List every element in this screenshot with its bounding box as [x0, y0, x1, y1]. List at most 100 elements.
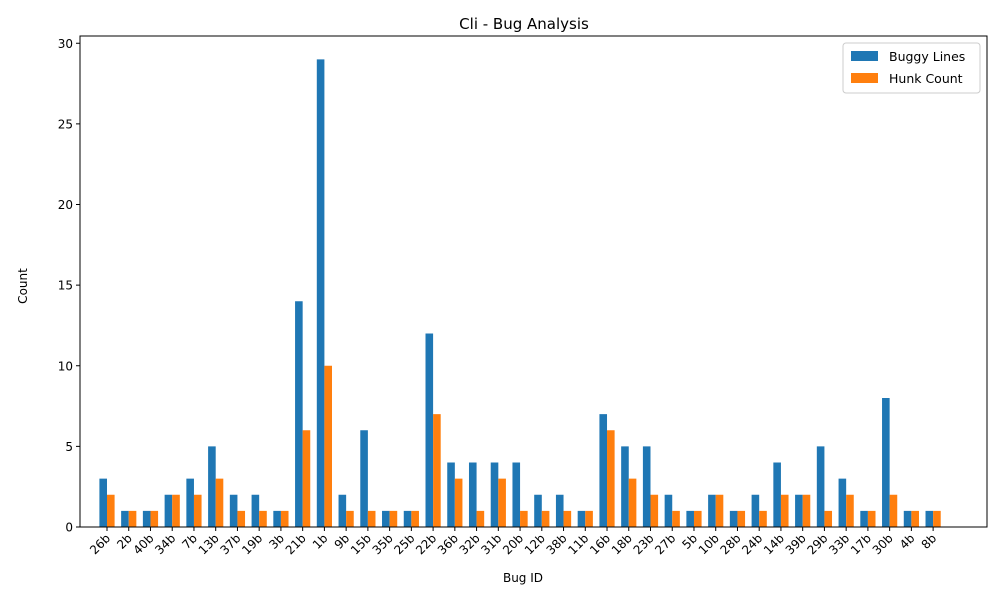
- bar-buggy-lines-7b: [186, 478, 194, 527]
- x-tick-label-33b: 33b: [826, 531, 852, 557]
- x-tick-label-8b: 8b: [919, 531, 940, 552]
- bar-buggy-lines-21b: [295, 301, 303, 527]
- bar-hunk-count-4b: [911, 510, 919, 527]
- x-tick-label-21b: 21b: [283, 531, 309, 557]
- x-tick-label-18b: 18b: [609, 531, 635, 557]
- bar-buggy-lines-13b: [208, 446, 216, 527]
- bar-buggy-lines-28b: [729, 510, 738, 527]
- bar-buggy-lines-29b: [816, 446, 825, 527]
- x-tick-label-34b: 34b: [152, 531, 178, 557]
- series-1-bars: [107, 365, 941, 527]
- bar-hunk-count-35b: [389, 510, 398, 527]
- y-tick-label: 0: [65, 521, 73, 535]
- bar-buggy-lines-39b: [795, 494, 803, 527]
- x-tick-label-38b: 38b: [544, 531, 570, 557]
- bar-hunk-count-11b: [585, 510, 593, 527]
- x-tick-label-22b: 22b: [413, 531, 439, 557]
- bar-hunk-count-21b: [302, 430, 311, 527]
- bar-buggy-lines-15b: [360, 430, 368, 527]
- bar-buggy-lines-12b: [534, 494, 542, 527]
- y-tick-label: 25: [58, 117, 73, 131]
- y-axis-label: Count: [16, 268, 30, 304]
- bar-hunk-count-7b: [193, 494, 202, 527]
- y-tick-label: 10: [58, 359, 73, 373]
- x-tick-label-24b: 24b: [739, 531, 765, 557]
- y-axis: 0 5 10 15 20 25 30: [58, 37, 80, 535]
- y-tick-label: 20: [58, 198, 73, 212]
- bar-buggy-lines-37b: [229, 494, 238, 527]
- x-tick-label-39b: 39b: [783, 531, 809, 557]
- bar-buggy-lines-26b: [99, 478, 107, 527]
- bar-hunk-count-37b: [237, 510, 246, 527]
- bar-hunk-count-22b: [433, 414, 441, 527]
- bar-hunk-count-3b: [280, 510, 289, 527]
- x-tick-label-10b: 10b: [696, 531, 722, 557]
- bar-hunk-count-1b: [324, 365, 332, 527]
- bar-buggy-lines-3b: [273, 510, 281, 527]
- bar-buggy-lines-5b: [686, 510, 694, 527]
- y-tick-label: 5: [65, 440, 73, 454]
- bar-hunk-count-8b: [933, 510, 941, 527]
- bar-buggy-lines-36b: [447, 462, 455, 527]
- chart-title: Cli - Bug Analysis: [459, 15, 589, 33]
- x-tick-label-1b: 1b: [310, 531, 331, 552]
- x-axis-label: Bug ID: [503, 571, 543, 585]
- x-tick-label-40b: 40b: [131, 531, 157, 557]
- series-0-bars: [99, 59, 934, 527]
- bar-buggy-lines-17b: [860, 510, 868, 527]
- x-tick-label-12b: 12b: [522, 531, 548, 557]
- bar-hunk-count-33b: [846, 494, 854, 527]
- bar-buggy-lines-10b: [708, 494, 716, 527]
- x-tick-label-20b: 20b: [500, 531, 526, 557]
- bar-buggy-lines-18b: [621, 446, 629, 527]
- y-tick-label: 15: [58, 279, 73, 293]
- bar-buggy-lines-32b: [468, 462, 477, 527]
- bar-hunk-count-14b: [780, 494, 789, 527]
- bar-buggy-lines-40b: [142, 510, 151, 527]
- bar-hunk-count-36b: [454, 478, 463, 527]
- bar-buggy-lines-30b: [882, 398, 890, 527]
- bar-hunk-count-38b: [563, 510, 572, 527]
- bar-hunk-count-26b: [107, 494, 115, 527]
- bar-buggy-lines-22b: [425, 333, 434, 527]
- bar-buggy-lines-19b: [251, 494, 260, 527]
- bars-layer: [99, 59, 941, 527]
- bar-buggy-lines-4b: [903, 510, 912, 527]
- bar-hunk-count-29b: [824, 510, 833, 527]
- bar-buggy-lines-35b: [382, 510, 390, 527]
- plot-frame: [79, 35, 988, 528]
- x-tick-label-31b: 31b: [478, 531, 504, 557]
- x-tick-label-16b: 16b: [587, 531, 613, 557]
- bar-buggy-lines-11b: [577, 510, 586, 527]
- bar-hunk-count-19b: [259, 510, 267, 527]
- bar-buggy-lines-9b: [338, 494, 347, 527]
- bar-buggy-lines-38b: [555, 494, 564, 527]
- bar-hunk-count-12b: [541, 510, 550, 527]
- bar-buggy-lines-31b: [490, 462, 499, 527]
- bar-hunk-count-15b: [367, 510, 376, 527]
- bar-hunk-count-9b: [346, 510, 354, 527]
- bar-buggy-lines-33b: [838, 478, 847, 527]
- bar-buggy-lines-8b: [925, 510, 934, 527]
- x-tick-label-37b: 37b: [217, 531, 243, 557]
- bar-hunk-count-39b: [802, 494, 811, 527]
- x-tick-label-14b: 14b: [761, 531, 787, 557]
- bar-buggy-lines-34b: [164, 494, 173, 527]
- bar-hunk-count-40b: [150, 510, 159, 527]
- x-tick-label-17b: 17b: [848, 531, 874, 557]
- bar-buggy-lines-25b: [403, 510, 412, 527]
- bar-hunk-count-27b: [672, 510, 680, 527]
- x-tick-label-15b: 15b: [348, 531, 374, 557]
- bar-hunk-count-28b: [737, 510, 746, 527]
- x-tick-label-19b: 19b: [239, 531, 265, 557]
- bar-hunk-count-5b: [693, 510, 702, 527]
- bar-hunk-count-34b: [172, 494, 180, 527]
- x-tick-label-26b: 26b: [87, 531, 113, 557]
- x-tick-label-30b: 30b: [870, 531, 896, 557]
- legend-swatch-0: [851, 51, 878, 61]
- bar-buggy-lines-20b: [512, 462, 521, 527]
- bar-buggy-lines-14b: [773, 462, 781, 527]
